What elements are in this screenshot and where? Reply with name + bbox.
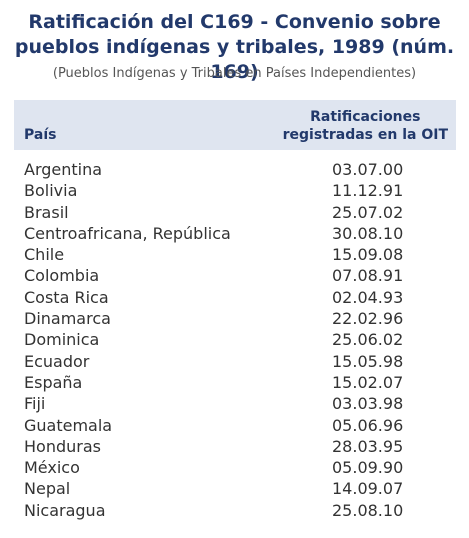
table-row: España 15.02.07 bbox=[0, 373, 469, 394]
country-cell: Argentina bbox=[24, 160, 103, 179]
subtitle: (Pueblos Indígenas y Tribales en Países … bbox=[52, 66, 417, 81]
header-date-line: Ratificaciones bbox=[310, 109, 421, 125]
country-cell: Bolivia bbox=[24, 181, 78, 201]
table-body: Argentina 03.07.00 Bolivia 11.12.91 Brasil 25… bbox=[0, 160, 469, 522]
country-cell: Nepal bbox=[24, 479, 71, 499]
header-country: País bbox=[24, 127, 57, 143]
table-row: Nepal 14.09.07 bbox=[0, 479, 469, 500]
country-cell: Costa Rica bbox=[24, 287, 109, 307]
country-cell: Centroafricana, República bbox=[24, 223, 231, 243]
country-cell: Dominica bbox=[24, 330, 100, 350]
table-row: Brasil 25.07.02 bbox=[0, 203, 469, 224]
table-row: Nicaragua 25.08.10 bbox=[0, 501, 469, 522]
date-cell: 11.12.91 bbox=[332, 181, 404, 201]
date-cell: 30.08.10 bbox=[332, 223, 404, 243]
header-date: Ratificaciones registradas en la OIT bbox=[283, 108, 448, 144]
country-cell: Brasil bbox=[24, 202, 69, 222]
date-cell: 03.03.98 bbox=[332, 394, 404, 414]
table-row: Centroafricana, República 30.08.10 bbox=[0, 224, 469, 245]
table-row: Colombia 07.08.91 bbox=[0, 266, 469, 287]
date-cell: 15.05.98 bbox=[332, 351, 404, 371]
date-cell: 28.03.95 bbox=[332, 436, 404, 456]
date-cell: 03.07.00 bbox=[332, 160, 404, 179]
table-row: Argentina 03.07.00 bbox=[0, 160, 469, 181]
date-cell: 05.09.90 bbox=[332, 458, 404, 478]
table-row: Dinamarca 22.02.96 bbox=[0, 309, 469, 330]
country-cell: Colombia bbox=[24, 266, 100, 286]
table-row: México 05.09.90 bbox=[0, 458, 469, 479]
country-cell: España bbox=[24, 372, 83, 392]
date-cell: 02.04.93 bbox=[332, 287, 404, 307]
title: Ratificación del C169 - Convenio sobre p… bbox=[0, 10, 469, 85]
country-cell: Nicaragua bbox=[24, 500, 106, 520]
date-cell: 25.07.02 bbox=[332, 202, 404, 222]
table-row: Dominica 25.06.02 bbox=[0, 330, 469, 351]
date-cell: 15.02.07 bbox=[332, 372, 404, 392]
country-cell: México bbox=[24, 458, 80, 478]
country-cell: Ecuador bbox=[24, 351, 90, 371]
country-cell: Chile bbox=[24, 245, 65, 265]
header-date-line: registradas en la OIT bbox=[282, 127, 448, 143]
table-row: Honduras 28.03.95 bbox=[0, 437, 469, 458]
table-row: Bolivia 11.12.91 bbox=[0, 181, 469, 202]
date-cell: 14.09.07 bbox=[332, 479, 404, 499]
title-line: pueblos indígenas y tribales, 1989 (núm.… bbox=[14, 36, 455, 83]
date-cell: 07.08.91 bbox=[332, 266, 404, 286]
country-cell: Honduras bbox=[24, 436, 101, 456]
table-row: Chile 15.09.08 bbox=[0, 245, 469, 266]
table-row: Fiji 03.03.98 bbox=[0, 394, 469, 415]
country-cell: Guatemala bbox=[24, 415, 113, 435]
title-line: Ratificación del C169 - Convenio sobre bbox=[28, 11, 441, 33]
table-row: Guatemala 05.06.96 bbox=[0, 416, 469, 437]
table-header: País Ratificaciones registradas en la OI… bbox=[14, 100, 456, 150]
date-cell: 22.02.96 bbox=[332, 309, 404, 329]
country-cell: Dinamarca bbox=[24, 309, 111, 329]
date-cell: 05.06.96 bbox=[332, 415, 404, 435]
date-cell: 25.08.10 bbox=[332, 500, 404, 520]
date-cell: 15.09.08 bbox=[332, 245, 404, 265]
date-cell: 25.06.02 bbox=[332, 330, 404, 350]
table-row: Ecuador 15.05.98 bbox=[0, 352, 469, 373]
table-row: Costa Rica 02.04.93 bbox=[0, 288, 469, 309]
country-cell: Fiji bbox=[24, 394, 46, 414]
